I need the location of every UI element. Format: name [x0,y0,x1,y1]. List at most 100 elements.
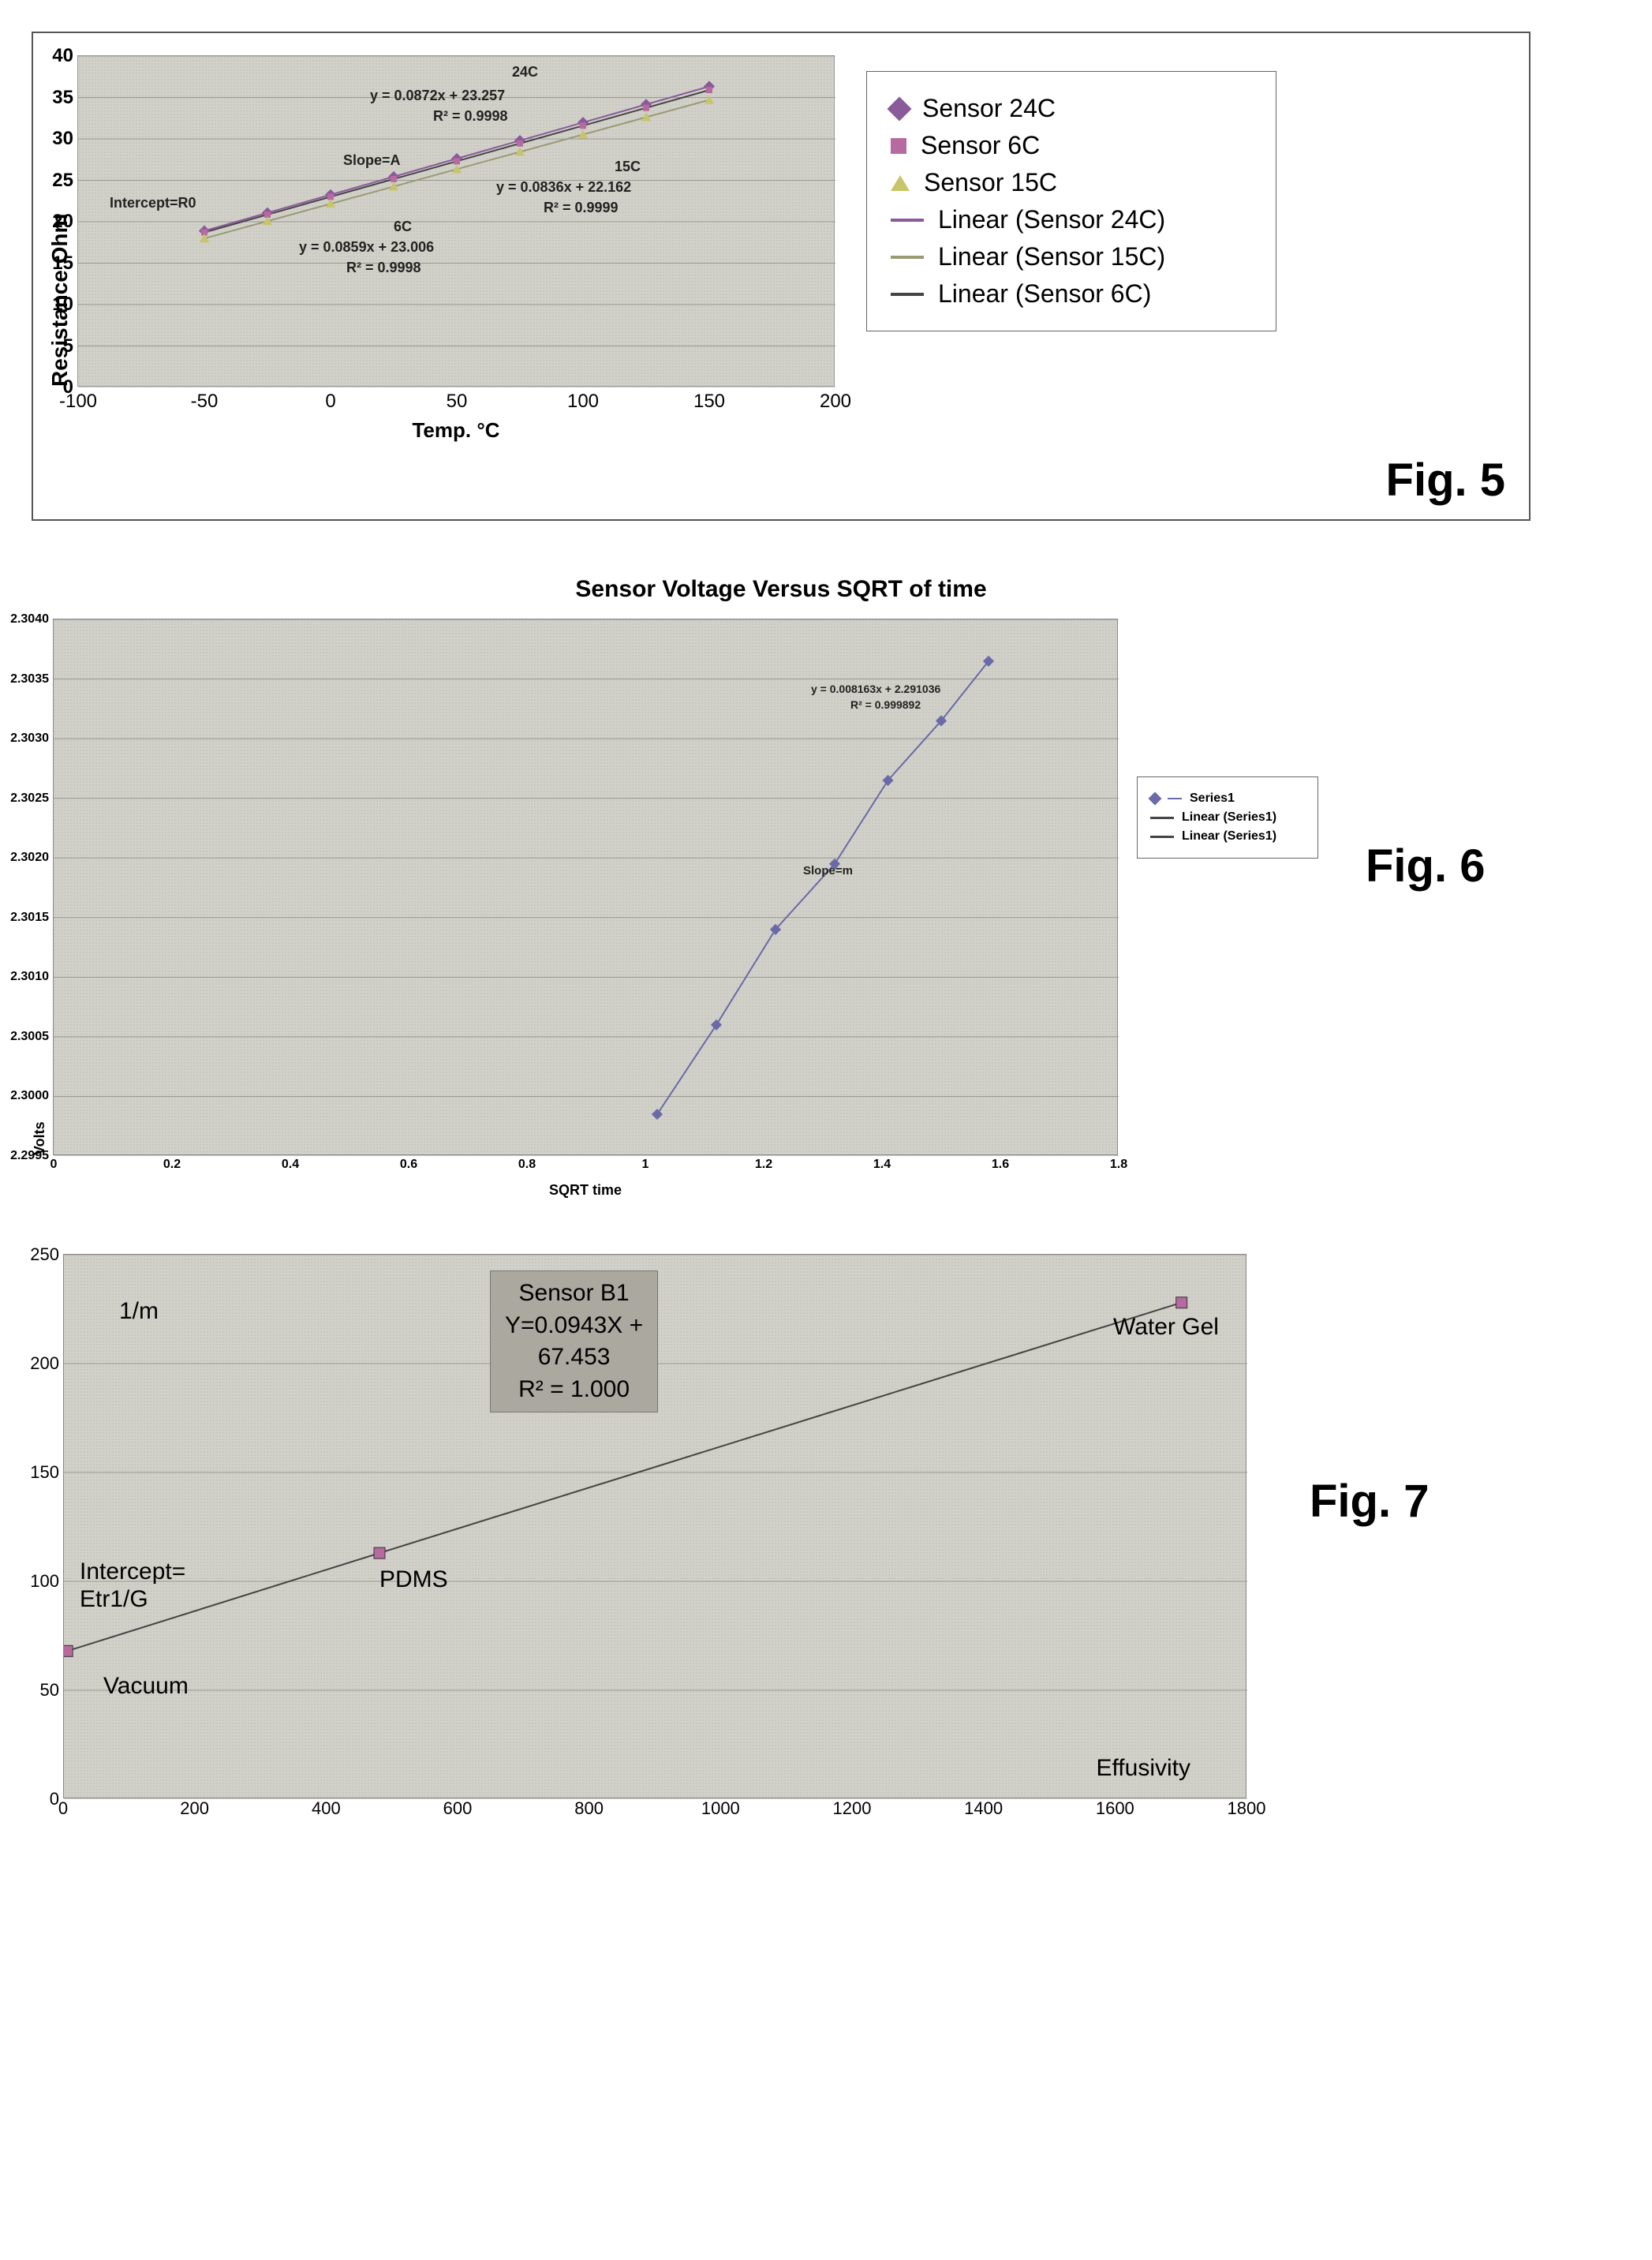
legend-label: Linear (Series1) [1182,810,1276,825]
anno-fig7-xlabel: Effusivity [1097,1755,1191,1782]
xtick: -100 [59,391,97,413]
anno-24c-r2: R² = 0.9998 [433,108,508,125]
legend-series1: Series1 [1150,791,1305,806]
legend-label: Sensor 15C [924,168,1057,197]
legend-linear-24c: Linear (Sensor 24C) [891,205,1252,234]
figure-6: Sensor Voltage Versus SQRT of time Volts… [32,576,1531,1199]
anno-24c-eq: y = 0.0872x + 23.257 [370,88,505,104]
fig7-equation-box: Sensor B1 Y=0.0943X + 67.453 R² = 1.000 [490,1270,658,1412]
fig5-x-axis-label: Temp. °C [77,418,835,443]
anno-intercept: Intercept=R0 [110,195,196,211]
xtick: 100 [567,391,599,413]
fig6-caption: Fig. 6 [1366,840,1485,892]
fig7-plot-area: 1/m Effusivity Sensor B1 Y=0.0943X + 67.… [63,1254,1246,1798]
legend-label: Linear (Sensor 24C) [938,205,1165,234]
fig7-caption: Fig. 7 [1310,1475,1429,1528]
anno-watergel: Water Gel [1113,1314,1219,1341]
ytick: 30 [52,128,73,150]
ytick: 2.3025 [10,791,49,806]
legend-label: Sensor 24C [922,94,1056,123]
anno-fig7-ylabel: 1/m [119,1298,159,1325]
anno-15c-r2: R² = 0.9999 [544,200,619,216]
box-eq1: Y=0.0943X + [505,1310,643,1342]
xtick: 1200 [833,1798,872,1819]
ytick: 2.3010 [10,970,49,984]
fig6-plot-area: y = 0.008163x + 2.291036 R² = 0.999892 S… [53,619,1118,1155]
ytick: 2.3040 [10,612,49,627]
anno-vacuum: Vacuum [103,1673,189,1700]
anno-pdms: PDMS [379,1566,448,1593]
xtick: 0.6 [400,1158,417,1172]
anno-fig6-eq: y = 0.008163x + 2.291036 [811,683,940,695]
ytick: 40 [52,45,73,67]
ytick: 2.3035 [10,672,49,687]
xtick: 0 [58,1798,68,1819]
xtick: 0.4 [282,1158,299,1172]
xtick: 1.2 [755,1158,772,1172]
legend-linear1: Linear (Series1) [1150,810,1305,825]
xtick: 150 [693,391,725,413]
fig5-caption: Fig. 5 [1386,454,1505,507]
anno-24c-label: 24C [512,64,538,80]
xtick: 1.8 [1110,1158,1127,1172]
xtick: 1.4 [873,1158,891,1172]
anno-6c-r2: R² = 0.9998 [346,260,421,276]
xtick: 0.8 [518,1158,536,1172]
anno-slope-a: Slope=A [343,152,401,169]
ytick: 150 [30,1462,59,1483]
diamond-icon [887,96,911,121]
xtick: 0.2 [163,1158,181,1172]
diamond-icon [1149,792,1162,806]
line-icon [891,293,924,296]
fig6-x-axis-label: SQRT time [53,1182,1118,1199]
figure-5: Resistance Ohm 24C y = 0.0872x + 23.257 … [32,32,1531,521]
xtick: 1600 [1096,1798,1134,1819]
fig6-y-axis-label: Volts [32,619,48,1155]
ytick: 5 [63,335,73,357]
box-r2: R² = 1.000 [505,1374,643,1406]
fig6-title: Sensor Voltage Versus SQRT of time [32,576,1531,603]
legend-label: Series1 [1190,791,1235,806]
ytick: 2.2995 [10,1149,49,1163]
xtick: 0 [325,391,335,413]
legend-label: Linear (Series1) [1182,829,1276,844]
legend-linear-15c: Linear (Sensor 15C) [891,242,1252,271]
xtick: 1 [642,1158,649,1172]
ytick: 50 [40,1680,59,1701]
xtick: 1.6 [992,1158,1009,1172]
xtick: 800 [574,1798,604,1819]
legend-label: Linear (Sensor 15C) [938,242,1165,271]
legend-sensor-6c: Sensor 6C [891,131,1252,160]
ytick: 20 [52,211,73,233]
xtick: 1400 [964,1798,1003,1819]
line-icon [891,256,924,259]
ytick: 10 [52,294,73,316]
square-icon [891,138,906,154]
figure-7: 1/m Effusivity Sensor B1 Y=0.0943X + 67.… [32,1254,1531,1825]
xtick: 200 [820,391,851,413]
ytick: 2.3005 [10,1030,49,1044]
line-icon [1150,836,1174,838]
anno-fig6-r2: R² = 0.999892 [850,698,921,711]
line-icon [891,219,924,222]
fig6-legend: Series1 Linear (Series1) Linear (Series1… [1137,776,1318,859]
ytick: 15 [52,253,73,275]
legend-sensor-15c: Sensor 15C [891,168,1252,197]
xtick: 200 [180,1798,209,1819]
xtick: 1800 [1228,1798,1266,1819]
legend-sensor-24c: Sensor 24C [891,94,1252,123]
anno-15c-label: 15C [615,159,641,175]
anno-6c-label: 6C [394,219,412,235]
ytick: 2.3000 [10,1089,49,1103]
ytick: 200 [30,1353,59,1374]
triangle-icon [891,175,910,191]
ytick: 35 [52,87,73,109]
line-icon [1150,817,1174,819]
fig5-plot-area: 24C y = 0.0872x + 23.257 R² = 0.9998 Slo… [77,55,835,387]
ytick: 2.3015 [10,911,49,925]
ytick: 2.3030 [10,732,49,746]
legend-label: Sensor 6C [921,131,1040,160]
box-eq2: 67.453 [505,1341,643,1374]
box-title: Sensor B1 [505,1278,643,1310]
legend-label: Linear (Sensor 6C) [938,279,1151,309]
